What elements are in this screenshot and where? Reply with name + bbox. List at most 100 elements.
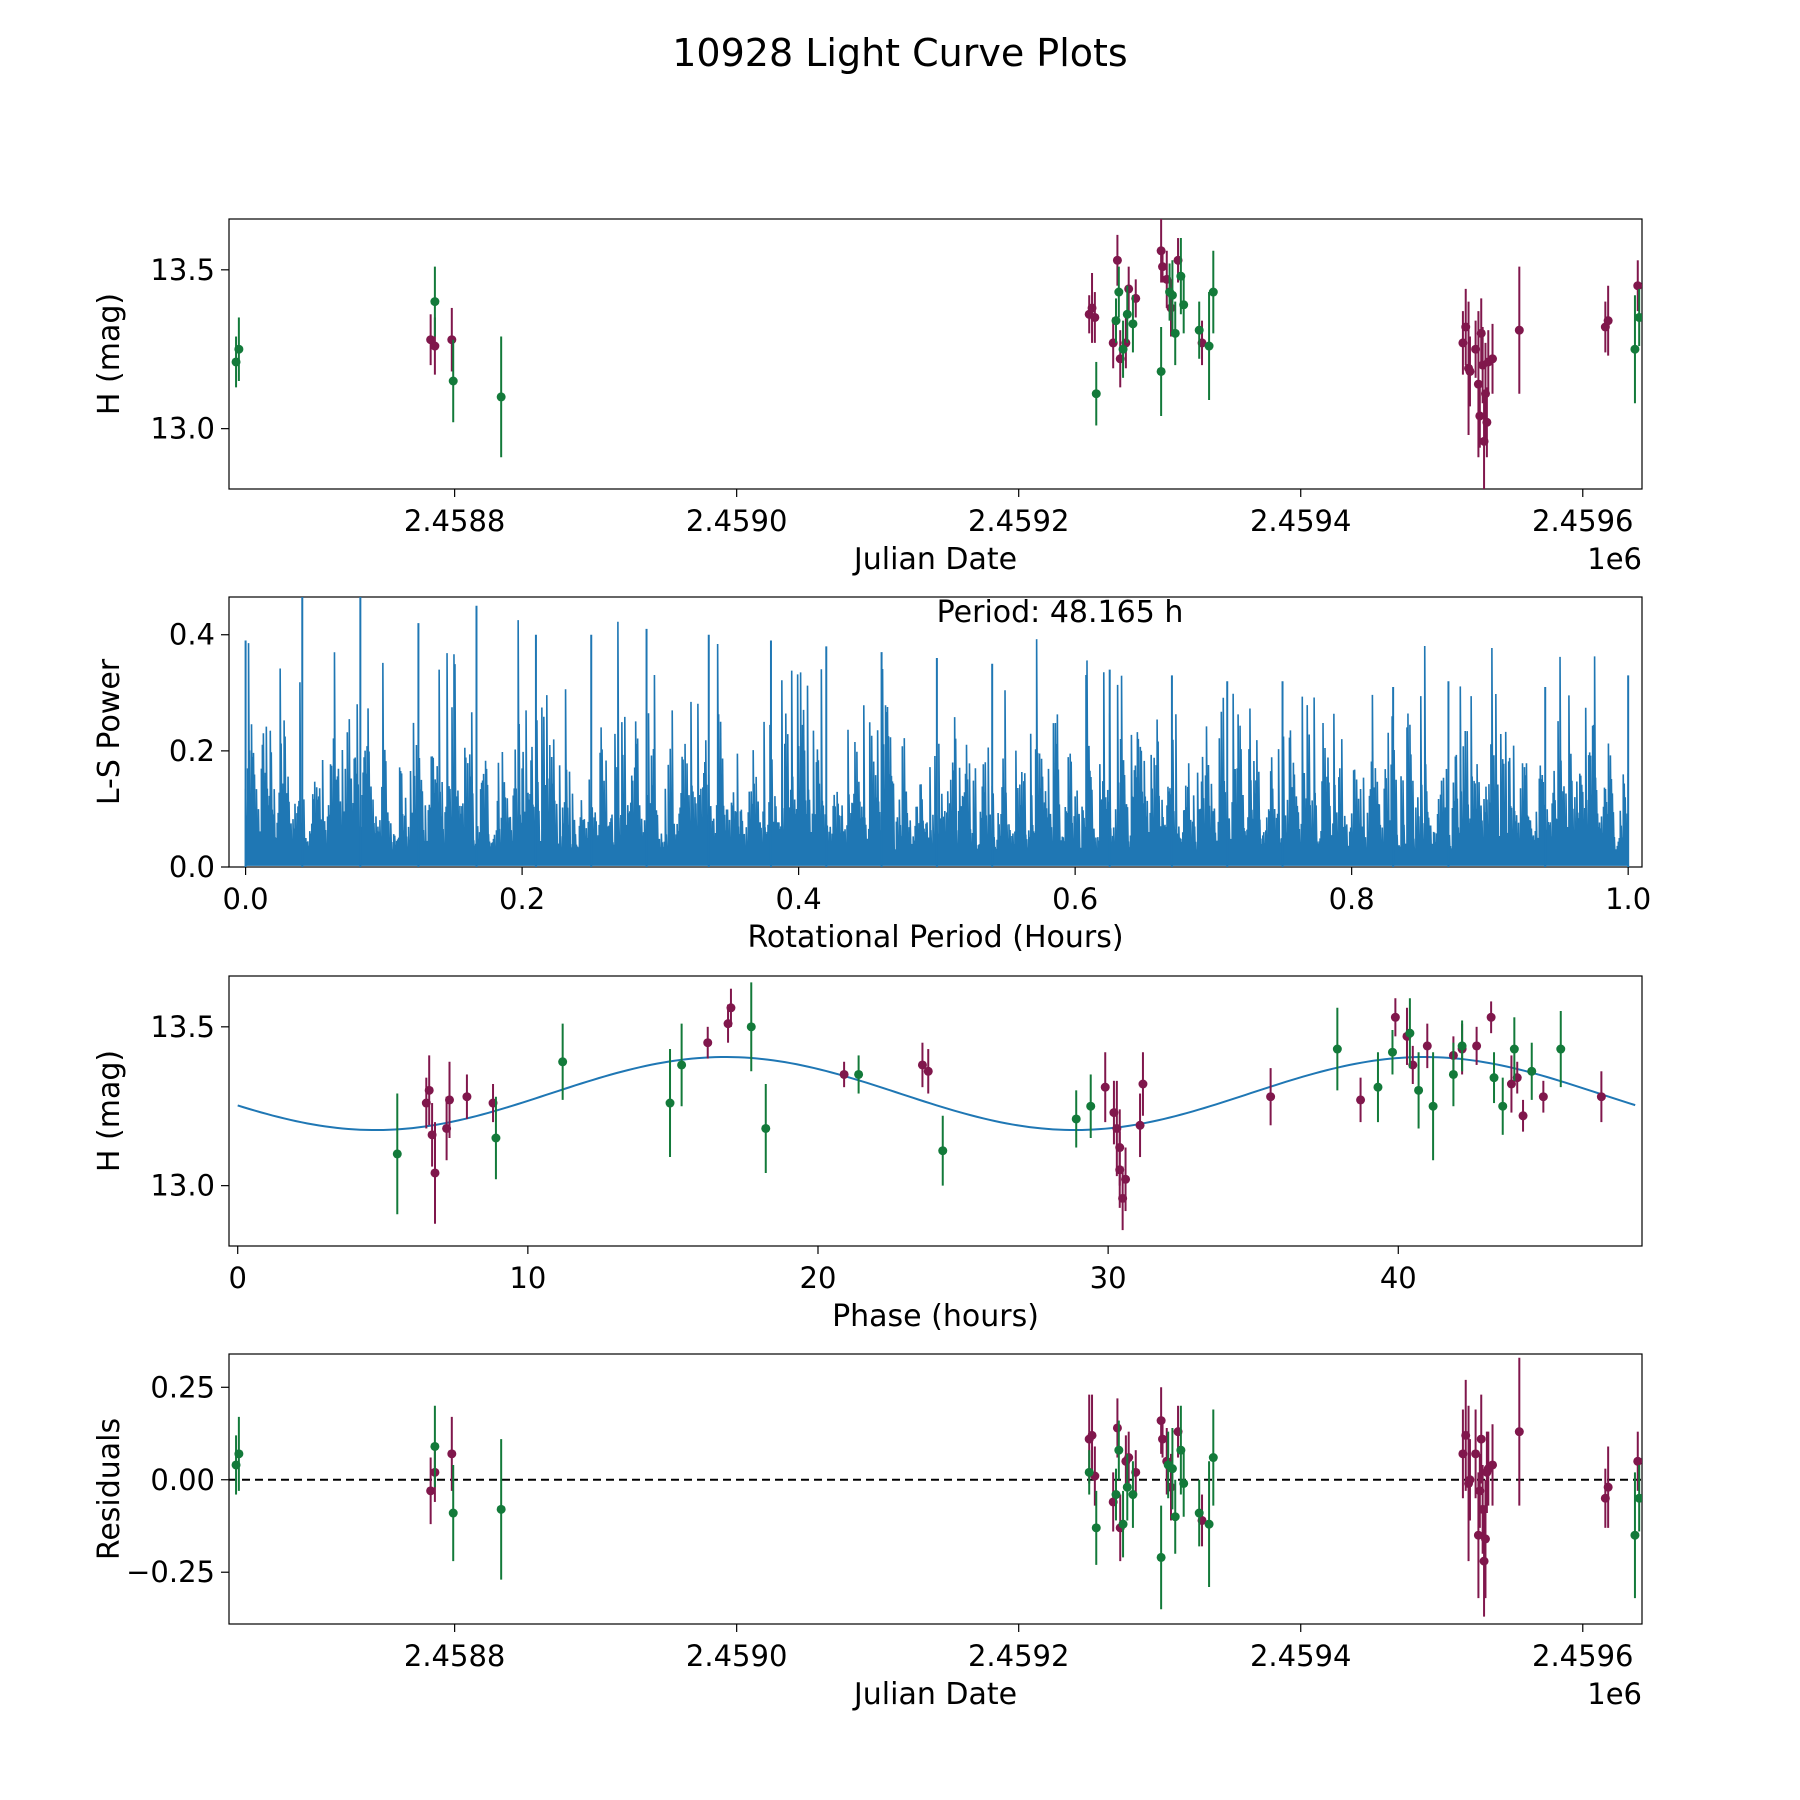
lightcurve-magenta-point [1465,366,1475,376]
lightcurve-green-point [496,392,506,402]
periodogram-y-tick-label: 0.4 [169,618,215,652]
residuals-magenta-point [1514,1427,1524,1437]
lightcurve-green-point [1167,290,1177,300]
residuals-x-offset-label: 1e6 [1587,1677,1642,1711]
residuals-green-point [1091,1523,1101,1533]
lightcurve-green-point [1128,319,1138,329]
phased-magenta-point [1135,1120,1145,1130]
residuals-magenta-point [1480,1534,1490,1544]
residuals-magenta-point [1633,1456,1642,1466]
residuals-axes-frame [228,1353,1643,1625]
lightcurve-magenta-point [1488,354,1498,364]
lightcurve-magenta-point [1090,312,1100,322]
periodogram-x-axis-label: Rotational Period (Hours) [747,920,1123,955]
figure-title: 10928 Light Curve Plots [672,31,1127,75]
lightcurve-magenta-point [1514,325,1524,335]
lightcurve-y-tick-label: 13.5 [150,253,215,287]
residuals-x-tick-label: 2.4588 [404,1639,505,1673]
phased-y-axis-label: H (mag) [92,1050,127,1172]
residuals-green-point [1114,1445,1124,1455]
phased-magenta-point [1472,1041,1482,1051]
period-annotation: Period: 48.165 h [937,595,1184,630]
lightcurve-green-point [1194,325,1204,335]
lightcurve-magenta-point [1166,303,1176,313]
phased-green-point [854,1069,864,1079]
lightcurve-green-point [1118,344,1128,354]
periodogram-x-tick-label: 0.4 [776,882,822,916]
phased-green-point [938,1146,948,1156]
lightcurve-green-point [1122,309,1132,319]
lightcurve-green-point [1091,389,1101,399]
lightcurve-x-tick-label: 2.4596 [1532,504,1633,538]
residuals-green-point [1634,1493,1642,1503]
periodogram-y-tick-label: 0.2 [169,734,215,768]
phased-magenta-point [726,1003,736,1013]
lightcurve-green-point [1630,344,1640,354]
lightcurve-green-point [1204,341,1214,351]
phased-magenta-point [1356,1095,1366,1105]
lightcurve-magenta-point [430,341,440,351]
periodogram-y-axis-label: L-S Power [92,658,127,805]
phased-x-tick-label: 0 [228,1261,246,1295]
lightcurve-magenta-point [1158,262,1168,272]
lightcurve-data-layer [231,219,1642,489]
phased-green-point [392,1149,402,1159]
lightcurve-magenta-point [1112,255,1122,265]
phased-magenta-point [1596,1092,1606,1102]
lightcurve-green-point [1208,287,1218,297]
phased-x-tick-label: 40 [1380,1261,1417,1295]
phased-green-point [1086,1101,1096,1111]
residuals-magenta-point [1087,1430,1097,1440]
residuals-x-tick-label: 2.4590 [686,1639,787,1673]
residuals-green-point [234,1449,244,1459]
residuals-green-point [430,1441,440,1451]
residuals-y-tick-label: 0.00 [150,1463,215,1497]
phased-magenta-point [1422,1041,1432,1051]
residuals-magenta-point [1156,1416,1166,1426]
residuals-magenta-point [1158,1434,1168,1444]
phased-magenta-point [1390,1012,1400,1022]
phased-green-point [1489,1073,1499,1083]
phased-magenta-point [462,1092,472,1102]
phased-magenta-point [917,1060,927,1070]
lightcurve-magenta-point [1633,281,1642,291]
lightcurve-x-tick-label: 2.4592 [968,504,1069,538]
residuals-green-point [1167,1464,1177,1474]
phased-magenta-point [1115,1143,1125,1153]
residuals-green-point [1170,1512,1180,1522]
residuals-x-tick-label: 2.4592 [968,1639,1069,1673]
residuals-green-point [1208,1453,1218,1463]
residuals-x-tick-label: 2.4596 [1532,1639,1633,1673]
periodogram-x-tick-label: 1.0 [1605,882,1651,916]
lightcurve-green-point [1111,316,1121,326]
residuals-magenta-point [1471,1449,1481,1459]
phased-y-tick-label: 13.5 [150,1010,215,1044]
residuals-green-point [1118,1519,1128,1529]
residuals-magenta-point [1473,1530,1483,1540]
phased-green-point [761,1123,771,1133]
residuals-magenta-point [1603,1482,1613,1492]
phased-magenta-point [445,1095,455,1105]
residuals-data-layer [231,1357,1642,1617]
lightcurve-magenta-point [1603,316,1613,326]
phased-green-point [1509,1044,1519,1054]
residuals-green-point [1128,1490,1138,1500]
phased-green-point [746,1022,756,1032]
lightcurve-magenta-point [1476,328,1486,338]
periodogram-y-tick-label: 0.0 [169,850,215,884]
residuals-green-point [448,1508,458,1518]
phased-green-point [558,1057,568,1067]
lightcurve-green-point [1634,312,1642,322]
residuals-magenta-point [1476,1434,1486,1444]
phased-green-point [1387,1047,1397,1057]
lightcurve-magenta-point [1475,411,1485,421]
phased-magenta-point [703,1038,713,1048]
lightcurve-x-tick-label: 2.4590 [686,504,787,538]
lightcurve-y-axis-label: H (mag) [92,293,127,415]
phased-green-point [1457,1041,1467,1051]
phased-magenta-point [1138,1079,1148,1089]
phased-magenta-point [1100,1082,1110,1092]
phased-green-point [1405,1028,1415,1038]
lightcurve-green-point [448,376,458,386]
